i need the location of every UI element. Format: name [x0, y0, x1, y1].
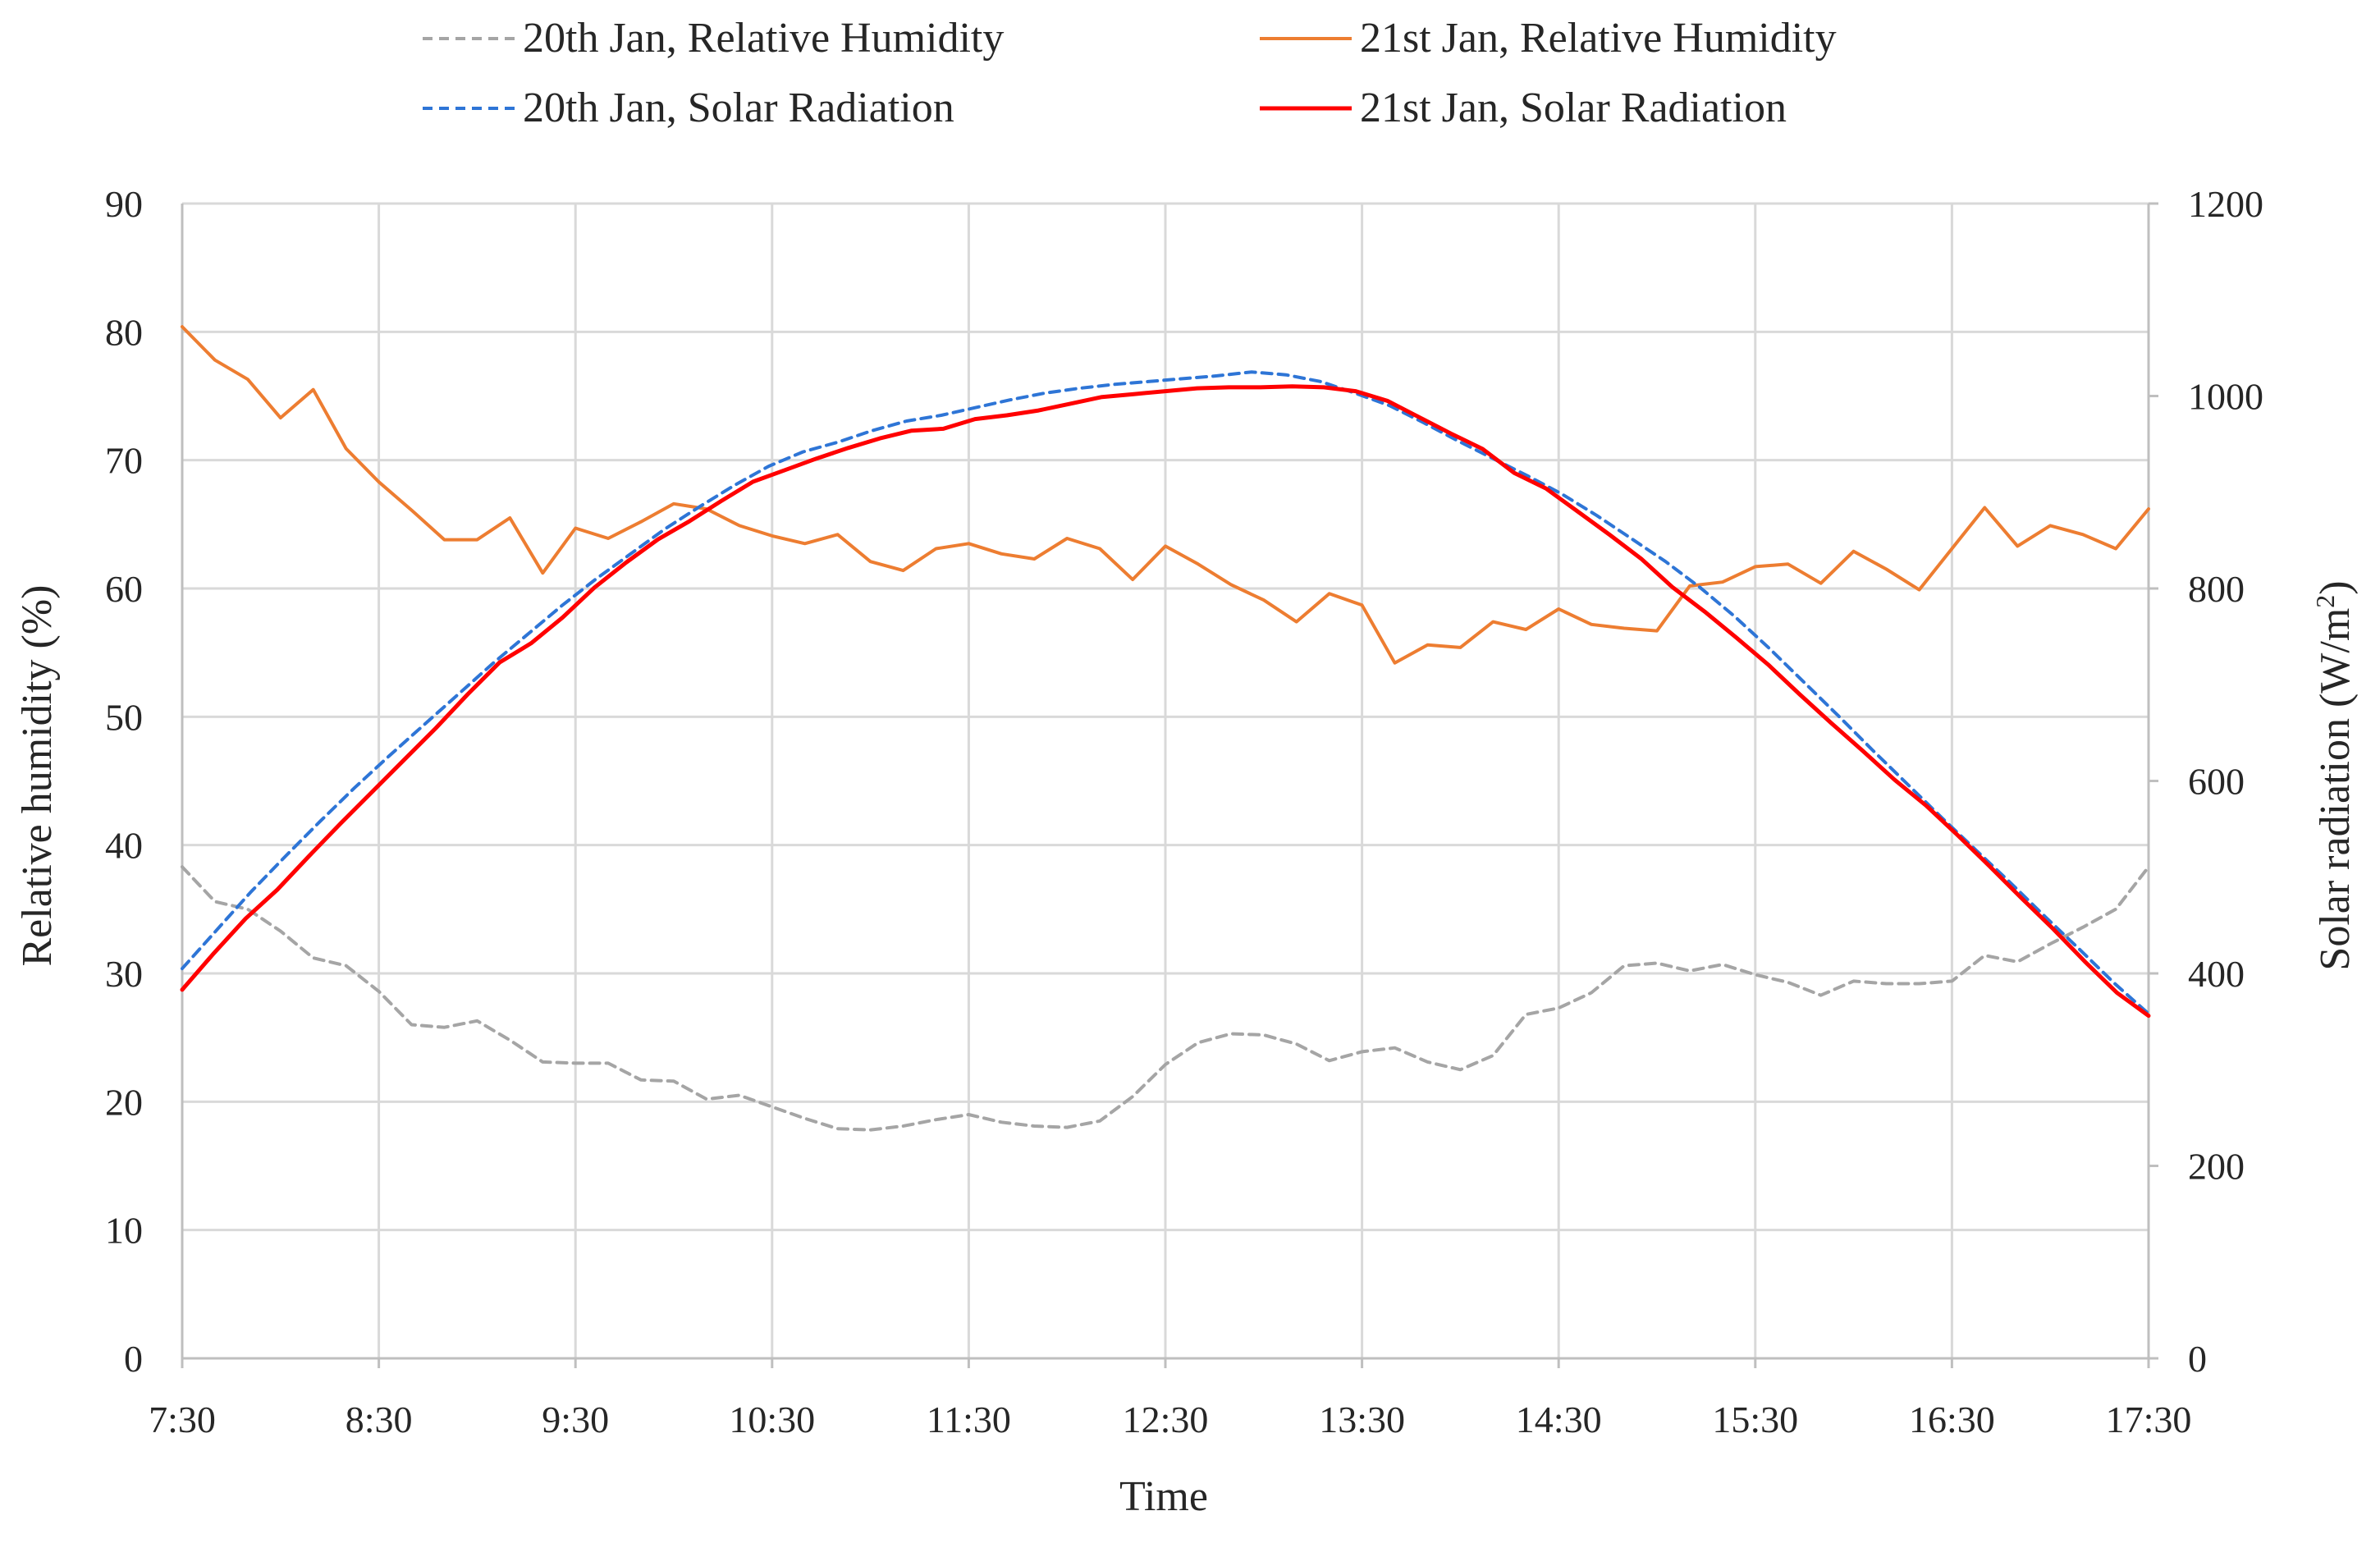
axes: 0 10 20 30 40 50 60 70 80 90 0 200 400 600 800 1000 1200… [105, 183, 2263, 1440]
legend-label-2: 21st Jan, Relative Humidity [1360, 15, 1837, 62]
y-right-tick-label: 1200 [2188, 183, 2263, 225]
legend-label-3: 20th Jan, Solar Radiation [523, 85, 954, 131]
y-axis-right-title-main: Solar radiation (W/m [2312, 608, 2359, 971]
x-tick-label: 7:30 [149, 1399, 216, 1440]
y-left-tick-label: 90 [105, 183, 143, 225]
x-tick-label: 14:30 [1516, 1399, 1602, 1440]
series-line-2 [181, 325, 2150, 665]
x-tick-label: 13:30 [1319, 1399, 1405, 1440]
y-axis-right-title: Solar radiation (W/m2) [2310, 580, 2359, 970]
gridlines [181, 202, 2150, 1360]
y-right-tick-label: 600 [2188, 761, 2245, 803]
x-tick-label: 15:30 [1712, 1399, 1798, 1440]
y-right-tick-label: 800 [2188, 568, 2245, 610]
y-right-tick-label: 400 [2188, 953, 2245, 995]
series-lines [180, 325, 2151, 1132]
x-tick-label: 16:30 [1909, 1399, 1995, 1440]
y-left-tick-label: 30 [105, 953, 143, 995]
y-right-tick-label: 0 [2188, 1338, 2207, 1380]
legend-label-1: 20th Jan, Relative Humidity [523, 15, 1004, 62]
y-left-tick-label: 70 [105, 440, 143, 482]
x-tick-label: 17:30 [2106, 1399, 2192, 1440]
y-left-tick-label: 0 [124, 1338, 143, 1380]
x-axis-title: Time [1119, 1473, 1208, 1520]
x-tick-label: 12:30 [1123, 1399, 1209, 1440]
x-tick-label: 8:30 [346, 1399, 413, 1440]
y-left-tick-label: 10 [105, 1210, 143, 1252]
series-line-3 [181, 370, 2150, 1016]
y-left-tick-label: 50 [105, 696, 143, 738]
y-right-tick-label: 200 [2188, 1146, 2245, 1188]
y-axis-right-title-close: ) [2312, 580, 2359, 594]
y-right-tick-label: 1000 [2188, 376, 2263, 418]
x-tick-label: 9:30 [542, 1399, 609, 1440]
y-left-tick-label: 40 [105, 825, 143, 867]
y-left-tick-label: 20 [105, 1081, 143, 1123]
y-left-tick-label: 80 [105, 311, 143, 353]
x-tick-label: 11:30 [927, 1399, 1011, 1440]
y-axis-right-title-sup: 2 [2310, 595, 2340, 608]
legend: 20th Jan, Relative Humidity 21st Jan, Rel… [423, 15, 1837, 131]
y-axis-left-title: Relative humidity (%) [14, 584, 61, 966]
legend-label-4: 21st Jan, Solar Radiation [1360, 85, 1787, 131]
series-line-4 [180, 384, 2151, 1019]
series-line-1 [181, 865, 2150, 1132]
x-tick-label: 10:30 [729, 1399, 815, 1440]
y-left-tick-label: 60 [105, 568, 143, 610]
